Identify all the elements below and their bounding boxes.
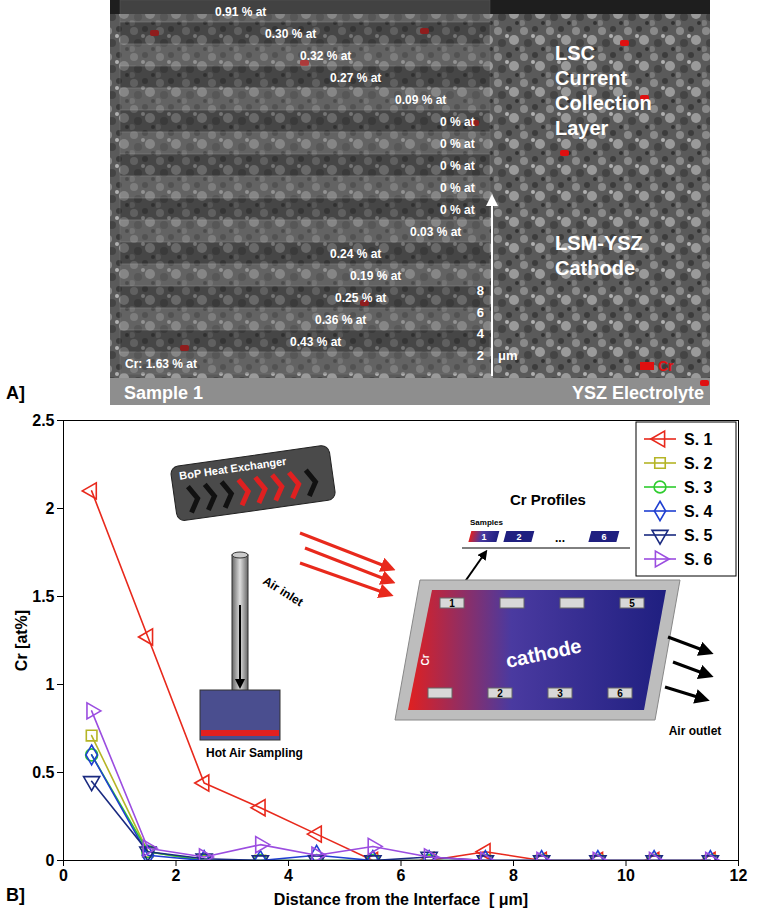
svg-text:0.5: 0.5 xyxy=(32,764,54,781)
svg-text:2: 2 xyxy=(497,688,503,699)
svg-text:Air outlet: Air outlet xyxy=(669,724,722,738)
svg-text:0 % at: 0 % at xyxy=(440,137,475,151)
svg-text:0.32 % at: 0.32 % at xyxy=(300,49,351,63)
svg-text:S. 3: S. 3 xyxy=(684,479,713,496)
svg-text:8: 8 xyxy=(509,867,518,884)
svg-text:Cr Profiles: Cr Profiles xyxy=(510,491,586,508)
svg-text:cathode: cathode xyxy=(504,634,584,671)
svg-text:6: 6 xyxy=(617,688,623,699)
svg-text:0.43 % at: 0.43 % at xyxy=(290,335,341,349)
svg-text:0: 0 xyxy=(46,852,55,869)
svg-text:1: 1 xyxy=(481,532,486,542)
svg-text:0.27 % at: 0.27 % at xyxy=(330,71,381,85)
svg-text:Cr: 1.63 % at: Cr: 1.63 % at xyxy=(125,357,197,371)
svg-text:4: 4 xyxy=(477,326,485,341)
svg-text:2: 2 xyxy=(172,867,181,884)
svg-text:2: 2 xyxy=(46,500,55,517)
svg-text:Air inlet: Air inlet xyxy=(260,574,305,610)
svg-text:S. 5: S. 5 xyxy=(684,527,713,544)
svg-text:5: 5 xyxy=(629,598,635,609)
svg-text:S. 4: S. 4 xyxy=(684,503,713,520)
svg-text:8: 8 xyxy=(477,283,484,298)
svg-text:6: 6 xyxy=(601,532,606,542)
svg-text:Hot Air Sampling: Hot Air Sampling xyxy=(206,746,303,760)
svg-text:0.36 % at: 0.36 % at xyxy=(315,313,366,327)
svg-text:YSZ Electrolyte: YSZ Electrolyte xyxy=(572,383,704,403)
svg-text:Cr: Cr xyxy=(658,358,674,374)
svg-text:2.5: 2.5 xyxy=(32,412,54,429)
svg-text:LSC: LSC xyxy=(555,42,595,64)
svg-text:2: 2 xyxy=(516,532,521,542)
svg-text:10: 10 xyxy=(617,867,635,884)
svg-text:3: 3 xyxy=(557,688,563,699)
svg-text:0 % at: 0 % at xyxy=(440,203,475,217)
svg-text:1: 1 xyxy=(449,598,455,609)
svg-text:Cr [at%]: Cr [at%] xyxy=(13,610,30,671)
svg-text:S. 2: S. 2 xyxy=(684,455,713,472)
svg-text:0.09 % at: 0.09 % at xyxy=(395,93,446,107)
svg-text:Cr: Cr xyxy=(420,654,431,665)
svg-text:0 % at: 0 % at xyxy=(440,115,475,129)
svg-text:12: 12 xyxy=(730,867,748,884)
svg-text:0.19 % at: 0.19 % at xyxy=(350,269,401,283)
svg-text:Samples: Samples xyxy=(470,518,503,527)
svg-text:0.91 % at: 0.91 % at xyxy=(215,5,266,19)
svg-text:0: 0 xyxy=(59,867,68,884)
svg-text:Current: Current xyxy=(555,67,628,89)
svg-text:Collection: Collection xyxy=(555,92,652,114)
svg-text:6: 6 xyxy=(477,305,484,320)
svg-text:S. 6: S. 6 xyxy=(684,551,713,568)
svg-text:LSM-YSZ: LSM-YSZ xyxy=(555,232,643,254)
svg-text:A]: A] xyxy=(6,383,25,403)
svg-text:Distance from the Interface [: Distance from the Interface [ μm] xyxy=(274,891,528,908)
svg-text:0.03 % at: 0.03 % at xyxy=(410,225,461,239)
svg-text:Cathode: Cathode xyxy=(555,257,635,279)
svg-text:0.25 % at: 0.25 % at xyxy=(335,291,386,305)
svg-text:Layer: Layer xyxy=(555,117,609,139)
svg-text:μm: μm xyxy=(498,348,518,363)
svg-text:4: 4 xyxy=(284,867,293,884)
svg-text:0 % at: 0 % at xyxy=(440,159,475,173)
svg-text:1: 1 xyxy=(46,676,55,693)
svg-text:B]: B] xyxy=(6,885,25,905)
svg-text:2: 2 xyxy=(477,348,484,363)
svg-text:Sample 1: Sample 1 xyxy=(124,383,203,403)
svg-text:6: 6 xyxy=(397,867,406,884)
svg-text:S. 1: S. 1 xyxy=(684,431,713,448)
svg-text:0.30 % at: 0.30 % at xyxy=(265,27,316,41)
svg-text:1.5: 1.5 xyxy=(32,588,54,605)
svg-text:...: ... xyxy=(555,531,565,545)
svg-text:BoP Heat Exchanger: BoP Heat Exchanger xyxy=(178,454,288,482)
svg-text:0 % at: 0 % at xyxy=(440,181,475,195)
svg-text:0.24 % at: 0.24 % at xyxy=(330,247,381,261)
